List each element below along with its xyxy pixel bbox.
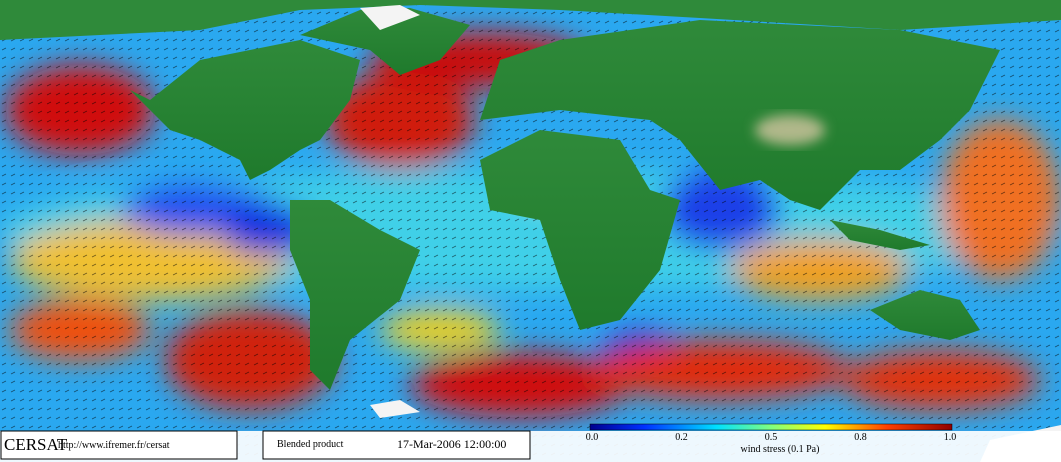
timestamp: 17-Mar-2006 12:00:00: [397, 437, 506, 451]
colorbar-tick-label: 0.5: [765, 432, 778, 443]
colorbar-tick-label: 1.0: [944, 432, 957, 443]
colorbar-tick-label: 0.0: [586, 432, 599, 443]
footer: CERSAT http://www.ifremer.fr/cersat Blen…: [0, 423, 1061, 462]
product: Blended product: [277, 439, 344, 450]
url: http://www.ifremer.fr/cersat: [58, 440, 170, 451]
product-box: [262, 430, 531, 460]
colorbar-label: wind stress (0.1 Pa): [741, 444, 820, 455]
logo-box: [0, 430, 238, 460]
colorbar-tick-label: 0.8: [854, 432, 867, 443]
colorbar: [589, 423, 953, 431]
colorbar-tick-label: 0.2: [675, 432, 688, 443]
colorbar-ticks: 0.0 0.2 0.5 0.8 1.0: [586, 432, 957, 443]
logo: CERSAT: [4, 435, 68, 454]
land: [0, 0, 1061, 390]
